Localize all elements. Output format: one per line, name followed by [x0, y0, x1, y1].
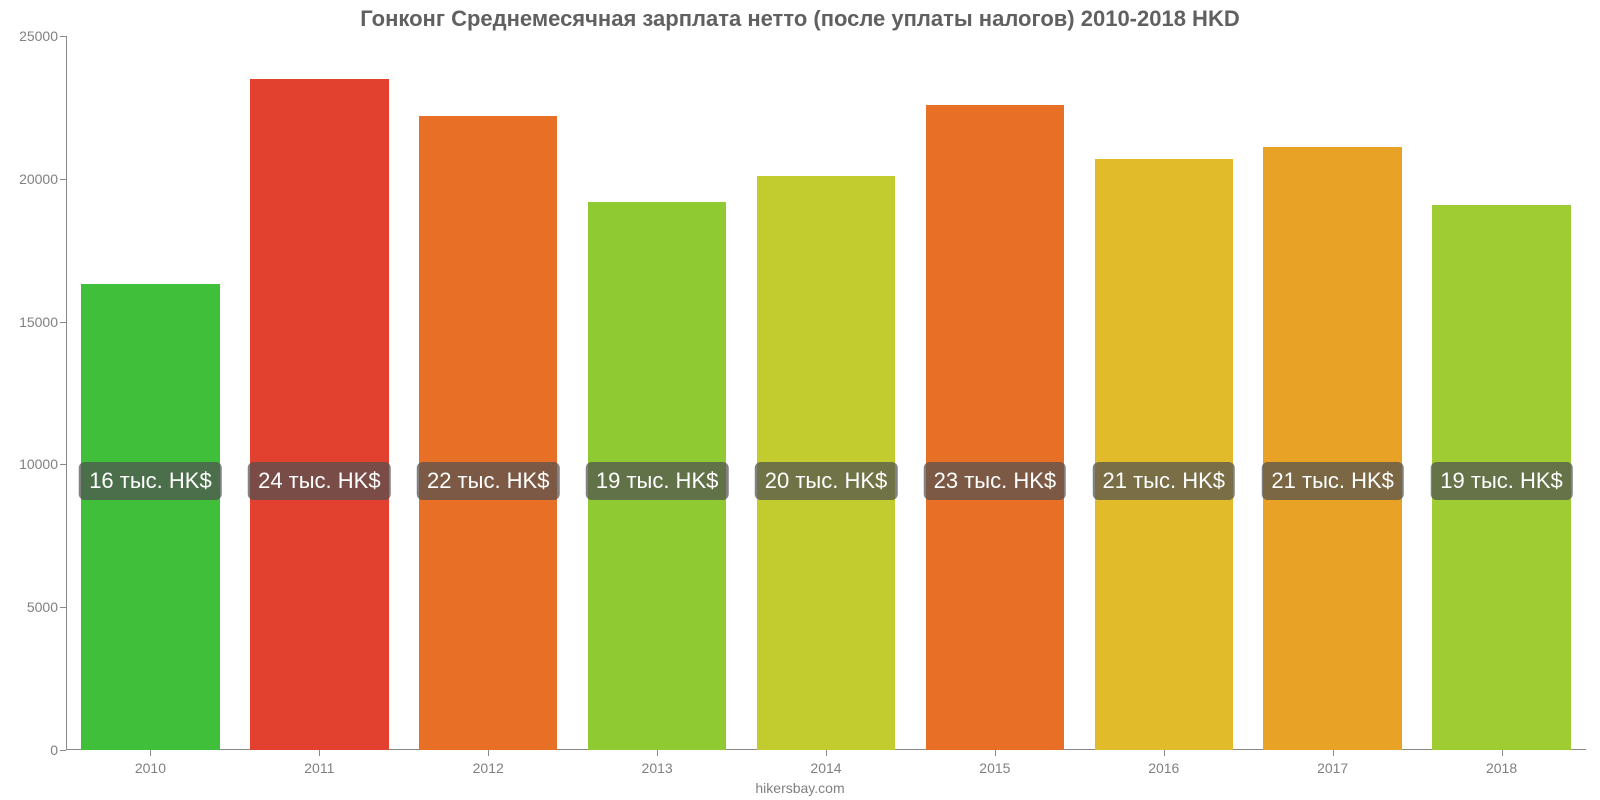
- bar: [1095, 159, 1233, 750]
- x-tick-label: 2011: [304, 760, 334, 776]
- value-badge: 21 тыс. HK$: [1261, 462, 1404, 500]
- x-tick-mark: [657, 750, 658, 756]
- y-tick-mark: [60, 36, 66, 37]
- value-badge: 22 тыс. HK$: [417, 462, 560, 500]
- value-badge: 21 тыс. HK$: [1093, 462, 1236, 500]
- x-tick-mark: [319, 750, 320, 756]
- bar: [419, 116, 557, 750]
- plot-area: 0500010000150002000025000201020112012201…: [66, 36, 1586, 750]
- x-tick-label: 2012: [473, 760, 504, 776]
- y-tick-label: 0: [6, 742, 58, 758]
- chart-footer: hikersbay.com: [0, 780, 1600, 796]
- y-tick-mark: [60, 464, 66, 465]
- chart-title: Гонконг Среднемесячная зарплата нетто (п…: [0, 6, 1600, 32]
- x-tick-mark: [1333, 750, 1334, 756]
- y-tick-mark: [60, 179, 66, 180]
- value-badge: 20 тыс. HK$: [755, 462, 898, 500]
- y-tick-label: 20000: [6, 171, 58, 187]
- x-tick-label: 2017: [1317, 760, 1348, 776]
- bar: [250, 79, 388, 750]
- x-tick-label: 2015: [979, 760, 1010, 776]
- value-badge: 16 тыс. HK$: [79, 462, 222, 500]
- x-tick-mark: [1164, 750, 1165, 756]
- bar: [81, 284, 219, 750]
- y-tick-mark: [60, 750, 66, 751]
- chart-container: Гонконг Среднемесячная зарплата нетто (п…: [0, 0, 1600, 800]
- bar: [926, 105, 1064, 750]
- y-tick-mark: [60, 607, 66, 608]
- x-tick-mark: [150, 750, 151, 756]
- value-badge: 19 тыс. HK$: [586, 462, 729, 500]
- x-tick-mark: [995, 750, 996, 756]
- y-tick-mark: [60, 322, 66, 323]
- y-tick-label: 5000: [6, 599, 58, 615]
- x-tick-label: 2013: [642, 760, 673, 776]
- bar: [1263, 147, 1401, 750]
- x-tick-label: 2010: [135, 760, 166, 776]
- x-tick-label: 2018: [1486, 760, 1517, 776]
- x-tick-mark: [1502, 750, 1503, 756]
- x-tick-mark: [826, 750, 827, 756]
- x-tick-mark: [488, 750, 489, 756]
- y-tick-label: 15000: [6, 314, 58, 330]
- value-badge: 19 тыс. HK$: [1430, 462, 1573, 500]
- y-tick-label: 10000: [6, 456, 58, 472]
- value-badge: 24 тыс. HK$: [248, 462, 391, 500]
- y-tick-label: 25000: [6, 28, 58, 44]
- x-tick-label: 2014: [810, 760, 841, 776]
- y-axis-line: [66, 36, 67, 750]
- x-tick-label: 2016: [1148, 760, 1179, 776]
- value-badge: 23 тыс. HK$: [924, 462, 1067, 500]
